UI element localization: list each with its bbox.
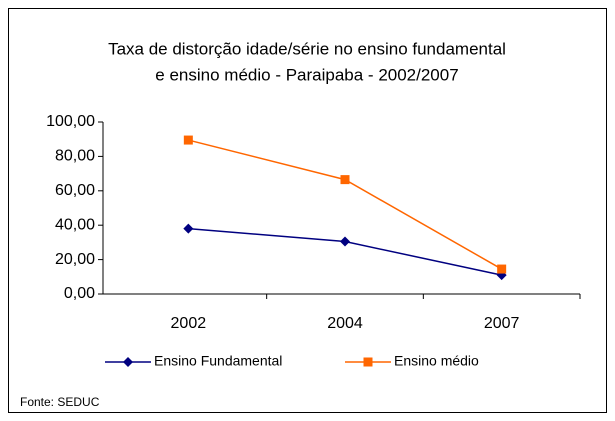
chart-title: Taxa de distorção idade/série no ensino …	[108, 39, 506, 58]
point-marker	[123, 357, 133, 367]
point-marker	[497, 264, 507, 274]
y-tick-label: 0,00	[64, 285, 95, 302]
x-tick-label: 2002	[171, 315, 207, 332]
y-tick-label: 20,00	[55, 251, 95, 268]
chart-border	[8, 8, 607, 413]
x-tick-label: 2007	[484, 315, 520, 332]
legend-label: Ensino médio	[394, 353, 479, 369]
y-tick-label: 100,00	[46, 113, 95, 130]
point-marker	[183, 223, 194, 234]
y-tick-label: 60,00	[55, 182, 95, 199]
point-marker	[183, 135, 193, 145]
y-tick-label: 80,00	[55, 148, 95, 165]
legend-label: Ensino Fundamental	[154, 353, 282, 369]
point-marker	[340, 236, 350, 247]
source-note: Fonte: SEDUC	[20, 395, 100, 409]
point-marker	[363, 357, 373, 367]
x-tick-label: 2004	[327, 315, 363, 332]
chart-title: e ensino médio - Paraipaba - 2002/2007	[155, 65, 458, 84]
y-tick-label: 40,00	[55, 216, 95, 233]
point-marker	[340, 175, 350, 185]
